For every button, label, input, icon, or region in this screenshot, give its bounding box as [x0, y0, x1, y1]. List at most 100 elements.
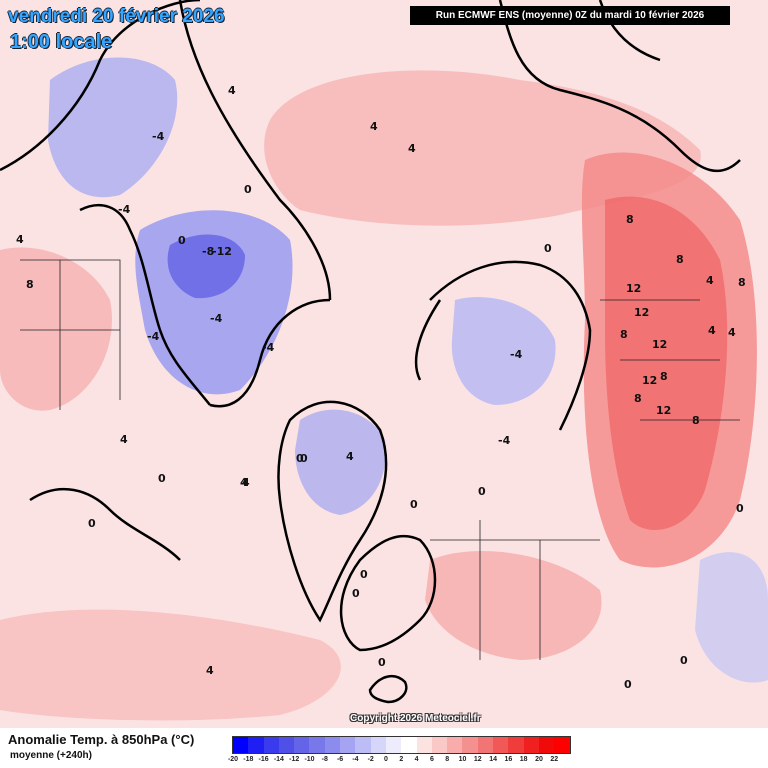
contour-label: -4 [498, 434, 511, 447]
contour-label: 0 [244, 183, 252, 196]
scale-tick-label: 16 [504, 756, 513, 763]
contour-label: 0 [88, 517, 96, 530]
scale-tick-label: -20 [227, 756, 239, 763]
scale-tick-label: 0 [384, 756, 388, 763]
contour-label: 0 [544, 242, 552, 255]
warm-anomaly-atlantic [0, 609, 341, 721]
contour-label: 0 [736, 502, 744, 515]
contour-label: 12 [652, 338, 667, 351]
contour-label: 8 [738, 276, 746, 289]
contour-label: 4 [120, 433, 128, 446]
legend-footer: Anomalie Temp. à 850hPa (°C) moyenne (+2… [0, 728, 768, 768]
contour-label: 8 [676, 253, 684, 266]
color-swatch [263, 737, 279, 753]
color-swatch [309, 737, 325, 753]
contour-label: 0 [352, 587, 360, 600]
contour-label: -8 [202, 245, 214, 258]
contour-label: 12 [626, 282, 641, 295]
contour-label: -4 [510, 348, 523, 361]
contour-label: 8 [626, 213, 634, 226]
scale-tick-label: 4 [414, 756, 419, 763]
scale-tick-label: -6 [336, 756, 344, 763]
temperature-anomaly-map: 4-40-4-8-12-4-40-44440488812128121212884… [0, 0, 768, 721]
scale-tick-label: -14 [273, 756, 284, 763]
coastline-iceland [368, 674, 408, 704]
contour-label: -4 [262, 341, 275, 354]
scale-tick-label: -8 [321, 756, 328, 763]
scale-tick-label: -16 [258, 756, 269, 763]
border-lines [20, 259, 740, 660]
cold-anomaly-canada-core [167, 234, 245, 299]
cold-anomaly-siberia [451, 296, 556, 405]
contour-label: 4 [708, 324, 716, 337]
contour-label: 4 [206, 664, 214, 677]
contour-label: 8 [620, 328, 628, 341]
color-swatch [401, 737, 417, 753]
color-swatch [248, 737, 264, 753]
contour-label: -4 [210, 312, 223, 325]
color-swatch [493, 737, 509, 753]
contour-label: 0 [360, 568, 368, 581]
contour-label: -12 [212, 245, 232, 258]
contour-label: 0 [478, 485, 486, 498]
coastline-eurasia-arctic [414, 260, 592, 431]
color-swatch [477, 737, 494, 753]
scale-tick-label: -18 [243, 756, 254, 763]
color-swatch [324, 737, 341, 753]
scale-tick-label: -10 [304, 756, 315, 763]
scale-tick-label: -2 [367, 756, 374, 763]
scale-tick-label: 8 [445, 756, 450, 763]
scale-tick-label: 20 [535, 756, 543, 763]
contour-label: 4 [228, 84, 236, 97]
scale-tick-label: 22 [550, 756, 559, 763]
color-swatch [340, 737, 356, 753]
contour-label: 8 [26, 278, 34, 291]
contour-label: 12 [634, 306, 649, 319]
scale-tick-label: -12 [289, 756, 300, 763]
warm-anomaly-europe [425, 551, 602, 660]
contour-label: 0 [158, 472, 166, 485]
cold-anomaly-pacific-east [695, 552, 768, 683]
variable-subtitle: moyenne (+240h) [10, 750, 92, 761]
contour-label: 4 [706, 274, 714, 287]
color-swatch [447, 737, 463, 753]
contour-label: 4 [242, 476, 250, 489]
color-swatch [233, 737, 249, 753]
contour-label: 4 [346, 450, 354, 463]
warm-anomaly-western-us [0, 247, 112, 411]
contour-label: 4 [240, 476, 248, 489]
scale-tick-label: 6 [429, 756, 434, 763]
contour-label: 0 [178, 234, 186, 247]
color-swatch [416, 737, 432, 753]
color-swatch [508, 737, 524, 753]
color-swatch [294, 737, 310, 753]
variable-title: Anomalie Temp. à 850hPa (°C) [8, 732, 195, 747]
scale-tick-label: 10 [458, 756, 467, 763]
color-scale-ticks: -20 -18 -16 -14 -12 -10 -8 -6 -4 -2 0 2 4 6 8 10 12 14 16 1… [228, 756, 572, 766]
warm-anomaly-east-asia-core [605, 196, 728, 530]
forecast-date: vendredi 20 février 2026 [8, 6, 225, 27]
scale-tick-label: 12 [473, 756, 482, 763]
borders-north-america [20, 259, 121, 410]
cold-anomaly-alaska [48, 57, 178, 198]
borders-europe-asia [430, 299, 740, 660]
color-swatch [462, 737, 478, 753]
contour-label: 4 [16, 233, 24, 246]
coastline-europe [339, 534, 437, 652]
contour-label: 0 [300, 452, 308, 465]
contour-label: 8 [692, 414, 700, 427]
color-swatch [523, 737, 539, 753]
contour-label: 12 [656, 404, 671, 417]
contour-labels: 4-40-4-8-12-4-40-44440488812128121212884… [16, 84, 746, 691]
contour-label: -4 [147, 330, 160, 343]
contour-label: 4 [728, 326, 736, 339]
contour-label: 0 [624, 678, 632, 691]
contour-label: -4 [118, 203, 131, 216]
color-scale-bar [232, 736, 571, 754]
cold-anomaly-greenland [295, 409, 386, 515]
contour-label: 8 [660, 370, 668, 383]
contour-label: 4 [370, 120, 378, 133]
color-swatch [554, 737, 570, 753]
color-swatch [370, 737, 386, 753]
